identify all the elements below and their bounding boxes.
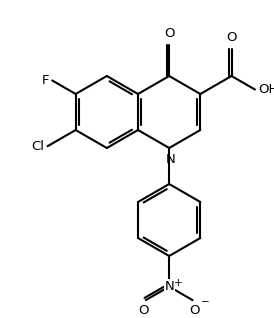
Text: +: + xyxy=(174,278,183,287)
Text: −: − xyxy=(201,297,209,307)
Text: N: N xyxy=(165,153,175,166)
Text: N: N xyxy=(164,280,174,293)
Text: F: F xyxy=(42,74,49,87)
Text: O: O xyxy=(226,31,237,44)
Text: Cl: Cl xyxy=(32,140,45,153)
Text: O: O xyxy=(189,304,200,317)
Text: OH: OH xyxy=(258,83,274,96)
Text: O: O xyxy=(139,304,149,317)
Text: O: O xyxy=(164,27,175,40)
